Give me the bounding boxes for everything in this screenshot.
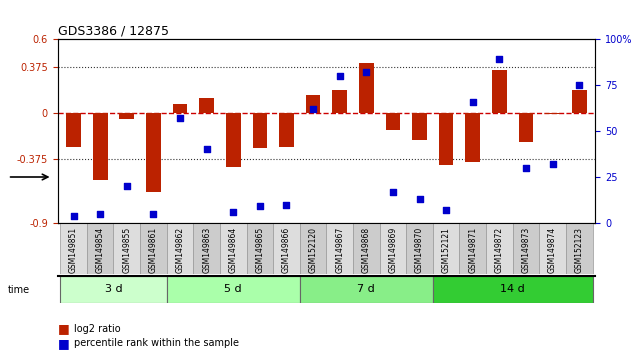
Bar: [279, 113, 294, 147]
Text: 3 d: 3 d: [105, 284, 122, 295]
Bar: [412, 113, 427, 139]
Point: [521, 165, 531, 171]
Text: GSM149872: GSM149872: [495, 227, 504, 273]
FancyBboxPatch shape: [326, 223, 353, 274]
Text: time: time: [8, 285, 30, 295]
FancyBboxPatch shape: [60, 223, 87, 274]
Text: GSM149862: GSM149862: [175, 227, 184, 273]
Text: 5 d: 5 d: [225, 284, 242, 295]
FancyBboxPatch shape: [166, 223, 193, 274]
Text: GSM149874: GSM149874: [548, 227, 557, 273]
FancyBboxPatch shape: [540, 223, 566, 274]
Bar: [439, 113, 454, 165]
FancyBboxPatch shape: [113, 223, 140, 274]
Point: [228, 209, 238, 215]
Point: [388, 189, 398, 195]
Bar: [465, 113, 480, 162]
Text: GSM149867: GSM149867: [335, 227, 344, 273]
Bar: [199, 98, 214, 113]
Bar: [545, 113, 560, 114]
Text: GSM149868: GSM149868: [362, 227, 371, 273]
Point: [68, 213, 79, 218]
FancyBboxPatch shape: [220, 223, 246, 274]
Text: GSM149864: GSM149864: [228, 227, 237, 273]
Text: 7 d: 7 d: [358, 284, 375, 295]
Text: log2 ratio: log2 ratio: [74, 324, 120, 333]
FancyBboxPatch shape: [87, 223, 113, 274]
Point: [547, 161, 557, 167]
Text: GSM152121: GSM152121: [442, 227, 451, 273]
FancyBboxPatch shape: [513, 223, 540, 274]
Bar: [306, 95, 321, 113]
Text: GSM149865: GSM149865: [255, 227, 264, 273]
Text: GDS3386 / 12875: GDS3386 / 12875: [58, 25, 168, 38]
FancyBboxPatch shape: [193, 223, 220, 274]
Text: ■: ■: [58, 337, 69, 350]
Bar: [120, 113, 134, 119]
Bar: [253, 113, 267, 148]
FancyBboxPatch shape: [433, 276, 593, 303]
Point: [202, 147, 212, 152]
Text: GSM149870: GSM149870: [415, 227, 424, 273]
Point: [335, 73, 345, 79]
FancyBboxPatch shape: [433, 223, 460, 274]
Point: [308, 106, 318, 112]
FancyBboxPatch shape: [486, 223, 513, 274]
Text: GSM149863: GSM149863: [202, 227, 211, 273]
Text: GSM149861: GSM149861: [149, 227, 158, 273]
Text: 14 d: 14 d: [500, 284, 525, 295]
Text: GSM152120: GSM152120: [308, 227, 317, 273]
FancyBboxPatch shape: [140, 223, 166, 274]
Bar: [332, 91, 347, 113]
FancyBboxPatch shape: [166, 276, 300, 303]
Point: [175, 115, 185, 121]
FancyBboxPatch shape: [460, 223, 486, 274]
Bar: [226, 113, 241, 167]
Point: [255, 204, 265, 209]
Bar: [173, 104, 188, 113]
FancyBboxPatch shape: [273, 223, 300, 274]
Point: [122, 183, 132, 189]
FancyBboxPatch shape: [566, 223, 593, 274]
FancyBboxPatch shape: [406, 223, 433, 274]
Bar: [359, 63, 374, 113]
Bar: [492, 70, 507, 113]
Bar: [146, 113, 161, 192]
FancyBboxPatch shape: [300, 276, 433, 303]
Text: GSM149866: GSM149866: [282, 227, 291, 273]
Text: ■: ■: [58, 322, 69, 335]
Point: [361, 69, 371, 75]
Text: GSM149869: GSM149869: [388, 227, 397, 273]
FancyBboxPatch shape: [353, 223, 380, 274]
Bar: [518, 113, 533, 142]
Bar: [93, 113, 108, 180]
Bar: [386, 113, 400, 130]
Text: GSM149855: GSM149855: [122, 227, 131, 273]
Point: [95, 211, 106, 217]
Text: GSM149854: GSM149854: [96, 227, 105, 273]
FancyBboxPatch shape: [246, 223, 273, 274]
Bar: [572, 91, 586, 113]
Text: percentile rank within the sample: percentile rank within the sample: [74, 338, 239, 348]
Bar: [67, 113, 81, 147]
Text: GSM149873: GSM149873: [522, 227, 531, 273]
Point: [282, 202, 292, 207]
Point: [468, 99, 478, 104]
Text: GSM149851: GSM149851: [69, 227, 78, 273]
FancyBboxPatch shape: [60, 276, 166, 303]
Point: [148, 211, 159, 217]
Point: [441, 207, 451, 213]
Point: [574, 82, 584, 88]
Point: [415, 196, 425, 202]
FancyBboxPatch shape: [300, 223, 326, 274]
Text: GSM149871: GSM149871: [468, 227, 477, 273]
Point: [494, 56, 504, 62]
Text: GSM152123: GSM152123: [575, 227, 584, 273]
FancyBboxPatch shape: [380, 223, 406, 274]
